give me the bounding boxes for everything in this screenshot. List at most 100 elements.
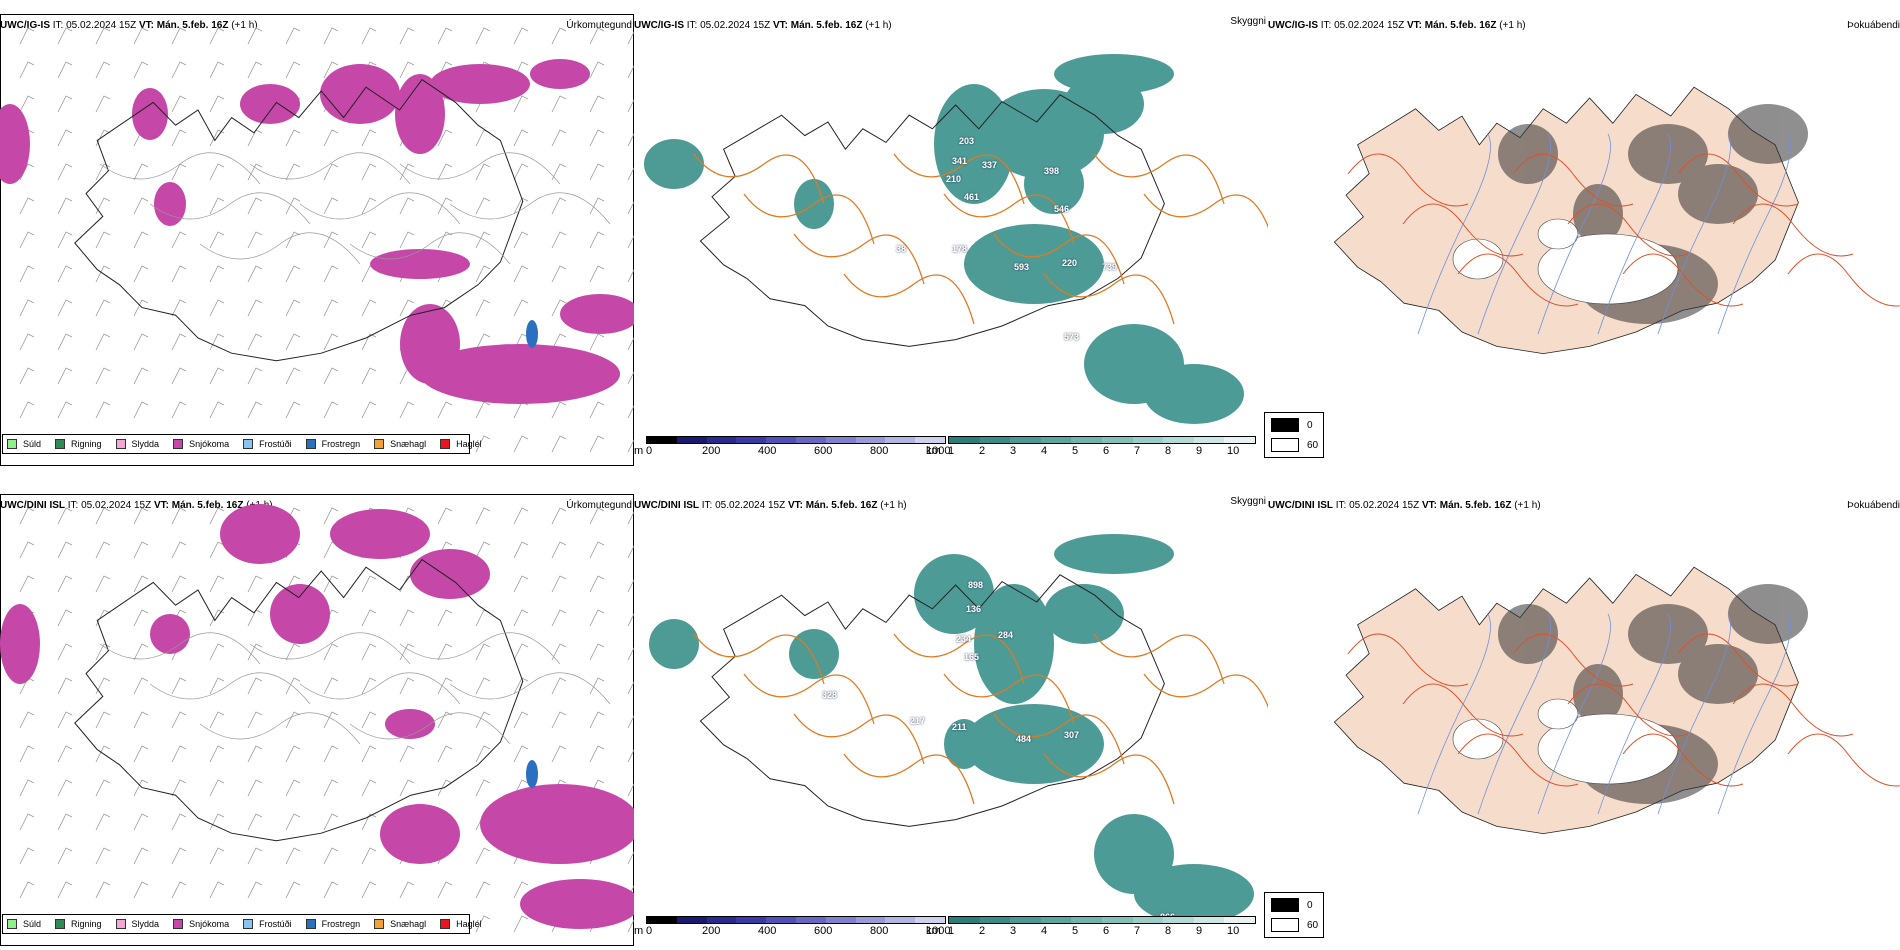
model-name: UWC/DINI ISL <box>1268 500 1333 511</box>
height-swatch <box>766 437 796 443</box>
vt-label: VT: <box>153 500 169 511</box>
panel-header: UWC/IG-IS IT: 05.02.2024 15Z VT: Mán. 5.… <box>0 20 258 32</box>
legend-item: Snæhagl <box>374 919 426 929</box>
height-swatch <box>676 437 707 443</box>
fog-panel-row1: UWC/IG-IS IT: 05.02.2024 15Z VT: Mán. 5.… <box>1268 14 1900 466</box>
height-swatch <box>855 917 886 923</box>
height-tick: 200 <box>702 445 721 457</box>
km-tick: 8 <box>1165 445 1172 457</box>
km-tick: 7 <box>1134 445 1141 457</box>
visibility-value-label: 165 <box>964 652 980 662</box>
legend-swatch <box>374 919 385 929</box>
legend-label: Rigning <box>71 439 102 449</box>
km-tick: 4 <box>1041 925 1048 937</box>
it-value: 05.02.2024 15Z <box>66 20 137 31</box>
precip-panel-row2: UWC/DINI ISL IT: 05.02.2024 15Z VT: Mán.… <box>0 494 634 946</box>
precip-panel-row1: UWC/IG-IS IT: 05.02.2024 15Z VT: Mán. 5.… <box>0 14 634 466</box>
legend-label: Haglél <box>456 439 482 449</box>
legend-swatch <box>374 439 385 449</box>
visibility-panel-row1: UWC/IG-IS IT: 05.02.2024 15Z VT: Mán. 5.… <box>634 14 1268 466</box>
km-swatch <box>1101 917 1133 923</box>
legend-swatch <box>55 919 66 929</box>
height-tick: 800 <box>870 445 889 457</box>
vt-value: Mán. 5.feb. 16Z <box>171 500 244 511</box>
height-tick: 1000 <box>926 445 951 457</box>
km-swatch <box>1132 437 1164 443</box>
it-value: 05.02.2024 15Z <box>715 500 786 511</box>
km-colorbar: km 1 2 3 4 5 6 7 8 9 10 <box>926 916 1268 942</box>
km-swatch <box>1163 437 1194 443</box>
visibility-value-label: 203 <box>959 136 975 146</box>
height-tick: 0 <box>646 445 653 457</box>
panel-title: Þokuábendi <box>1847 500 1900 511</box>
visibility-value-label: 328 <box>822 690 838 700</box>
legend-label: Snæhagl <box>390 439 427 449</box>
fog-legend-row1: 0 60 <box>1264 412 1324 458</box>
visibility-value-label: 398 <box>1044 166 1060 176</box>
fog-legend-item: 60 <box>1271 918 1318 932</box>
height-tick: 600 <box>814 925 833 937</box>
legend-label: Slydda <box>131 919 160 929</box>
visibility-value-label: 739 <box>1102 262 1118 272</box>
height-colorbar: m 0 200 400 600 800 1000 <box>634 916 954 942</box>
fog-legend-label: 60 <box>1307 919 1319 931</box>
height-swatch <box>885 437 916 443</box>
legend-swatch <box>7 919 17 929</box>
fog-legend-item: 60 <box>1271 438 1318 452</box>
km-tick: 9 <box>1196 445 1203 457</box>
visibility-value-label: 307 <box>1064 730 1080 740</box>
legend-swatch <box>440 919 451 929</box>
km-bar-swatches <box>948 916 1256 924</box>
legend-item: Haglél <box>440 439 482 449</box>
legend-item: Súld <box>7 919 41 929</box>
km-tick: 2 <box>979 925 986 937</box>
height-swatch <box>795 437 826 443</box>
km-tick: 1 <box>948 925 955 937</box>
model-name: UWC/IG-IS <box>1268 20 1318 31</box>
legend-label: Súld <box>23 439 42 449</box>
km-unit: km <box>926 445 941 457</box>
visibility-panel-row2: UWC/DINI ISL IT: 05.02.2024 15Z VT: Mán.… <box>634 494 1268 946</box>
it-value: 05.02.2024 15Z <box>1349 500 1420 511</box>
legend-swatch <box>55 439 66 449</box>
legend-label: Súld <box>23 919 42 929</box>
fog-swatch <box>1271 438 1299 452</box>
panel-title: Þokuábendi <box>1847 20 1900 31</box>
legend-label: Frostúði <box>259 439 292 449</box>
legend-label: Rigning <box>71 919 102 929</box>
it-value: 05.02.2024 15Z <box>700 20 771 31</box>
legend-swatch <box>7 439 17 449</box>
panel-title: Úrkomutegund <box>566 500 632 511</box>
visibility-value-label: 136 <box>966 604 982 614</box>
km-swatch <box>1132 917 1164 923</box>
legend-item: Slydda <box>115 919 160 929</box>
visibility-value-label: 461 <box>964 192 980 202</box>
fog-legend-row2: 0 60 <box>1264 892 1324 938</box>
legend-label: Snjókoma <box>189 919 230 929</box>
legend-item: Frostúði <box>243 439 292 449</box>
legend-item: Súld <box>7 439 41 449</box>
precip-legend: Súld Rigning Slydda Snjókoma Frostúði Fr… <box>2 434 482 454</box>
height-swatch <box>825 437 856 443</box>
km-unit: km <box>926 925 941 937</box>
height-tick: 600 <box>814 445 833 457</box>
legend-swatch <box>173 439 184 449</box>
height-swatch <box>736 437 767 443</box>
visibility-value-label: 234 <box>956 634 972 644</box>
visibility-value-label: 337 <box>982 160 998 170</box>
visibility-value-label: 220 <box>1062 258 1078 268</box>
legend-label: Snæhagl <box>390 919 427 929</box>
km-bar-swatches <box>948 436 1256 444</box>
km-swatch <box>1010 437 1041 443</box>
visibility-value-label: 38 <box>896 244 907 254</box>
height-swatch <box>825 917 856 923</box>
visibility-map <box>649 534 1268 924</box>
precip-map <box>0 27 634 453</box>
fog-swatch <box>1271 918 1299 932</box>
height-swatch <box>795 917 826 923</box>
height-unit: m <box>634 445 644 457</box>
height-swatch <box>706 917 737 923</box>
vt-value: Mán. 5.feb. 16Z <box>156 20 229 31</box>
lead-time: (+1 h) <box>231 20 258 31</box>
height-swatch <box>706 437 737 443</box>
